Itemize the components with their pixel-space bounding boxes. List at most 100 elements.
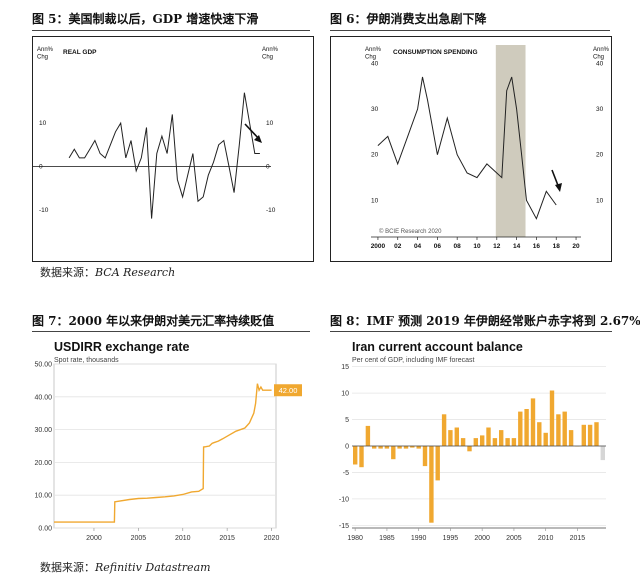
bar [556,414,561,446]
bar [537,422,542,446]
x-tick-label: 04 [414,243,422,250]
bar [422,446,428,467]
x-tick-label: 1980 [347,535,363,542]
bar [530,398,536,446]
y-tick-label: 50.00 [34,362,52,369]
bar [499,430,504,446]
y-tick-label-right: 0 [266,164,270,171]
gdp-series-line [68,92,260,219]
figure8-chart-panel: Iran current account balance Per cent of… [330,336,612,554]
bar [562,411,567,446]
source-note-bottom: 数据来源：Refinitiv Datastream [40,559,211,575]
axis-label-text: Ann% [262,47,279,53]
right-axis-label: Ann% Chg [593,47,610,61]
bar [353,446,358,465]
figure5-title-rule [32,30,310,31]
x-tick-label: 10 [473,243,481,250]
figure8-bar-chart: Iran current account balance Per cent of… [339,340,606,542]
x-tick-label: 2010 [538,535,554,542]
figure6-line-chart: CONSUMPTION SPENDING Ann% Chg Ann% Chg 40 3… [365,45,610,250]
y-tick-label-left: 40 [371,60,379,67]
y-tick-label: 20.00 [34,460,52,467]
chart-title: Iran current account balance [352,340,523,354]
y-tick-label-right: 10 [266,120,274,127]
bar [473,438,478,446]
bar [467,446,472,452]
axis-label-text: Chg [365,55,376,61]
x-tick-label: 1990 [411,535,427,542]
figure5-title: 图 5：美国制裁以后，GDP 增速快速下滑 [32,12,259,26]
y-tick-label: -15 [339,523,349,530]
left-axis-label: Ann% Chg [365,47,382,61]
last-value-text: 42.00 [279,386,298,395]
axis-label-text: Ann% [593,47,610,53]
figure5-line-chart: REAL GDP Ann% Chg Ann% Chg 10 0 -10 10 0 -10 [33,47,279,219]
bar [372,446,377,449]
usdirr-series-line [54,383,272,523]
figure6-title: 图 6：伊朗消费支出急剧下降 [330,12,487,26]
bar [581,424,586,446]
down-arrow-icon [551,169,562,192]
x-tick-label: 14 [513,243,521,250]
last-value-label: 42.00 [274,384,302,397]
y-tick-label: 0.00 [38,526,52,533]
down-arrow-icon [244,123,262,143]
y-tick-label-right: 30 [596,106,604,113]
bar [403,446,409,449]
x-tick-label: 06 [434,243,442,250]
bar [416,446,421,449]
bar [391,446,396,460]
y-tick-label-right: 10 [596,197,604,204]
left-axis-label: Ann% Chg [37,47,54,61]
chart-subtitle: Per cent of GDP, including IMF forecast [352,357,474,364]
axis-label-text: Ann% [365,47,382,53]
y-tick-label-right: 40 [596,60,604,67]
axis-label-text: Chg [262,55,273,61]
bar [441,414,447,446]
x-tick-label: 1995 [443,535,459,542]
x-tick-label: 1985 [379,535,395,542]
bar [594,422,599,446]
source-prefix: 数据来源： [40,266,95,279]
plot-frame [53,363,277,529]
y-tick-label-left: 30 [371,106,379,113]
chart-title: USDIRR exchange rate [54,340,190,354]
x-tick-label: 20 [572,243,580,250]
chart-title: REAL GDP [63,49,97,56]
figure5-chart-panel: REAL GDP Ann% Chg Ann% Chg 10 0 -10 10 0 -10 [32,36,314,262]
figure7-line-chart: USDIRR exchange rate Spot rate, thousand… [34,340,302,542]
bar [543,432,548,446]
bar [378,446,383,449]
bar [448,430,453,446]
figure7-title-rule [32,331,310,332]
bar [492,438,498,446]
chart-subtitle: Spot rate, thousands [54,357,119,364]
bar [384,446,390,449]
bar [429,446,434,523]
bar [568,430,574,446]
source-prefix: 数据来源： [40,561,95,574]
figure7-title: 图 7：2000 年以来伊朗对美元汇率持续贬值 [32,314,275,328]
bar [435,446,440,481]
bar [460,438,466,446]
y-tick-label-left: 10 [371,197,379,204]
bar [549,390,555,446]
x-tick-label: 2015 [219,535,235,542]
bar [600,446,605,461]
figure6-chart-panel: CONSUMPTION SPENDING Ann% Chg Ann% Chg 40 3… [330,36,612,262]
right-axis-label: Ann% Chg [262,47,279,61]
bar [505,438,510,446]
x-tick-label: 2005 [506,535,522,542]
source-name: BCA Research [95,266,176,279]
y-tick-label-right: 20 [596,152,604,159]
x-tick-label: 12 [493,243,501,250]
bar [480,435,485,446]
last-value-badge [274,384,302,397]
x-tick-label: 02 [394,243,402,250]
x-tick-label: 2010 [175,535,191,542]
x-tick-label: 2015 [570,535,586,542]
source-note-top: 数据来源：BCA Research [40,264,175,280]
axis-label-text: Ann% [37,47,54,53]
x-tick-label: 18 [553,243,561,250]
x-tick-label: 2000 [86,535,102,542]
